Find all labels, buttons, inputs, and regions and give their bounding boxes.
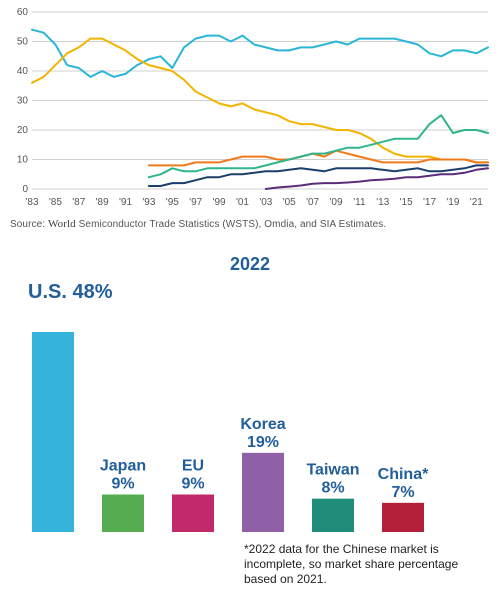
bar-japan	[102, 495, 144, 533]
svg-text:'95: '95	[166, 197, 179, 208]
line-chart-svg: 0 10 20 30 40 50 60 '83 '85 '87 '89 '91 '93 '95 '97 '99…	[8, 6, 494, 211]
svg-text:'19: '19	[446, 197, 459, 208]
bar-us	[32, 332, 74, 532]
bar-name: Taiwan	[306, 462, 359, 479]
bar-value: 7%	[391, 484, 414, 501]
bar-eu	[172, 495, 214, 533]
svg-text:'13: '13	[376, 197, 389, 208]
svg-text:0: 0	[22, 184, 28, 195]
series-china	[266, 168, 488, 189]
bar-name: Japan	[100, 458, 146, 475]
svg-text:'83: '83	[25, 197, 38, 208]
bar-name: Korea	[240, 416, 285, 433]
svg-text:60: 60	[17, 7, 29, 18]
svg-text:'11: '11	[353, 197, 366, 208]
bar-name: EU	[182, 458, 204, 475]
svg-text:'05: '05	[283, 197, 296, 208]
svg-text:40: 40	[17, 66, 29, 77]
bar-value: 19%	[247, 434, 279, 451]
bar-china	[382, 503, 424, 532]
bar-label-us: U.S. 48%	[28, 281, 113, 303]
series-us	[32, 30, 488, 77]
svg-text:'97: '97	[189, 197, 202, 208]
bar-taiwan	[312, 499, 354, 532]
bar-value: 8%	[321, 480, 344, 497]
svg-text:30: 30	[17, 96, 29, 107]
source-text: Source: World Semiconductor Trade Statis…	[10, 218, 386, 230]
svg-text:'91: '91	[119, 197, 132, 208]
bar-chart-svg: U.S. 48%Japan9%EU9%Korea19%Taiwan8%China…	[28, 280, 458, 536]
bar-value: 9%	[111, 476, 134, 493]
series-korea	[149, 115, 488, 177]
svg-text:'89: '89	[96, 197, 109, 208]
bar-korea	[242, 453, 284, 532]
bar-chart: U.S. 48%Japan9%EU9%Korea19%Taiwan8%China…	[28, 280, 458, 536]
bar-chart-title: 2022	[0, 254, 500, 275]
svg-text:'07: '07	[306, 197, 319, 208]
svg-text:'03: '03	[259, 197, 272, 208]
svg-text:'01: '01	[236, 197, 249, 208]
svg-text:'15: '15	[400, 197, 413, 208]
svg-text:'93: '93	[142, 197, 155, 208]
source-em: World	[48, 218, 76, 230]
line-chart: 0 10 20 30 40 50 60 '83 '85 '87 '89 '91 '93 '95 '97 '99…	[8, 6, 494, 211]
svg-text:20: 20	[17, 125, 29, 136]
svg-text:10: 10	[17, 155, 29, 166]
bar-value: 9%	[181, 476, 204, 493]
svg-text:'09: '09	[329, 197, 342, 208]
bar-name: China*	[378, 466, 429, 483]
svg-text:50: 50	[17, 37, 29, 48]
svg-text:'21: '21	[470, 197, 483, 208]
svg-text:'99: '99	[213, 197, 226, 208]
footnote: *2022 data for the Chinese market is inc…	[244, 542, 484, 587]
page: { "line_chart": { "type": "line", "xlim"…	[0, 0, 500, 595]
svg-text:'17: '17	[423, 197, 436, 208]
source-rest: Semiconductor Trade Statistics (WSTS), O…	[76, 219, 387, 230]
source-prefix: Source:	[10, 219, 48, 230]
svg-text:'87: '87	[72, 197, 85, 208]
svg-text:'85: '85	[49, 197, 62, 208]
